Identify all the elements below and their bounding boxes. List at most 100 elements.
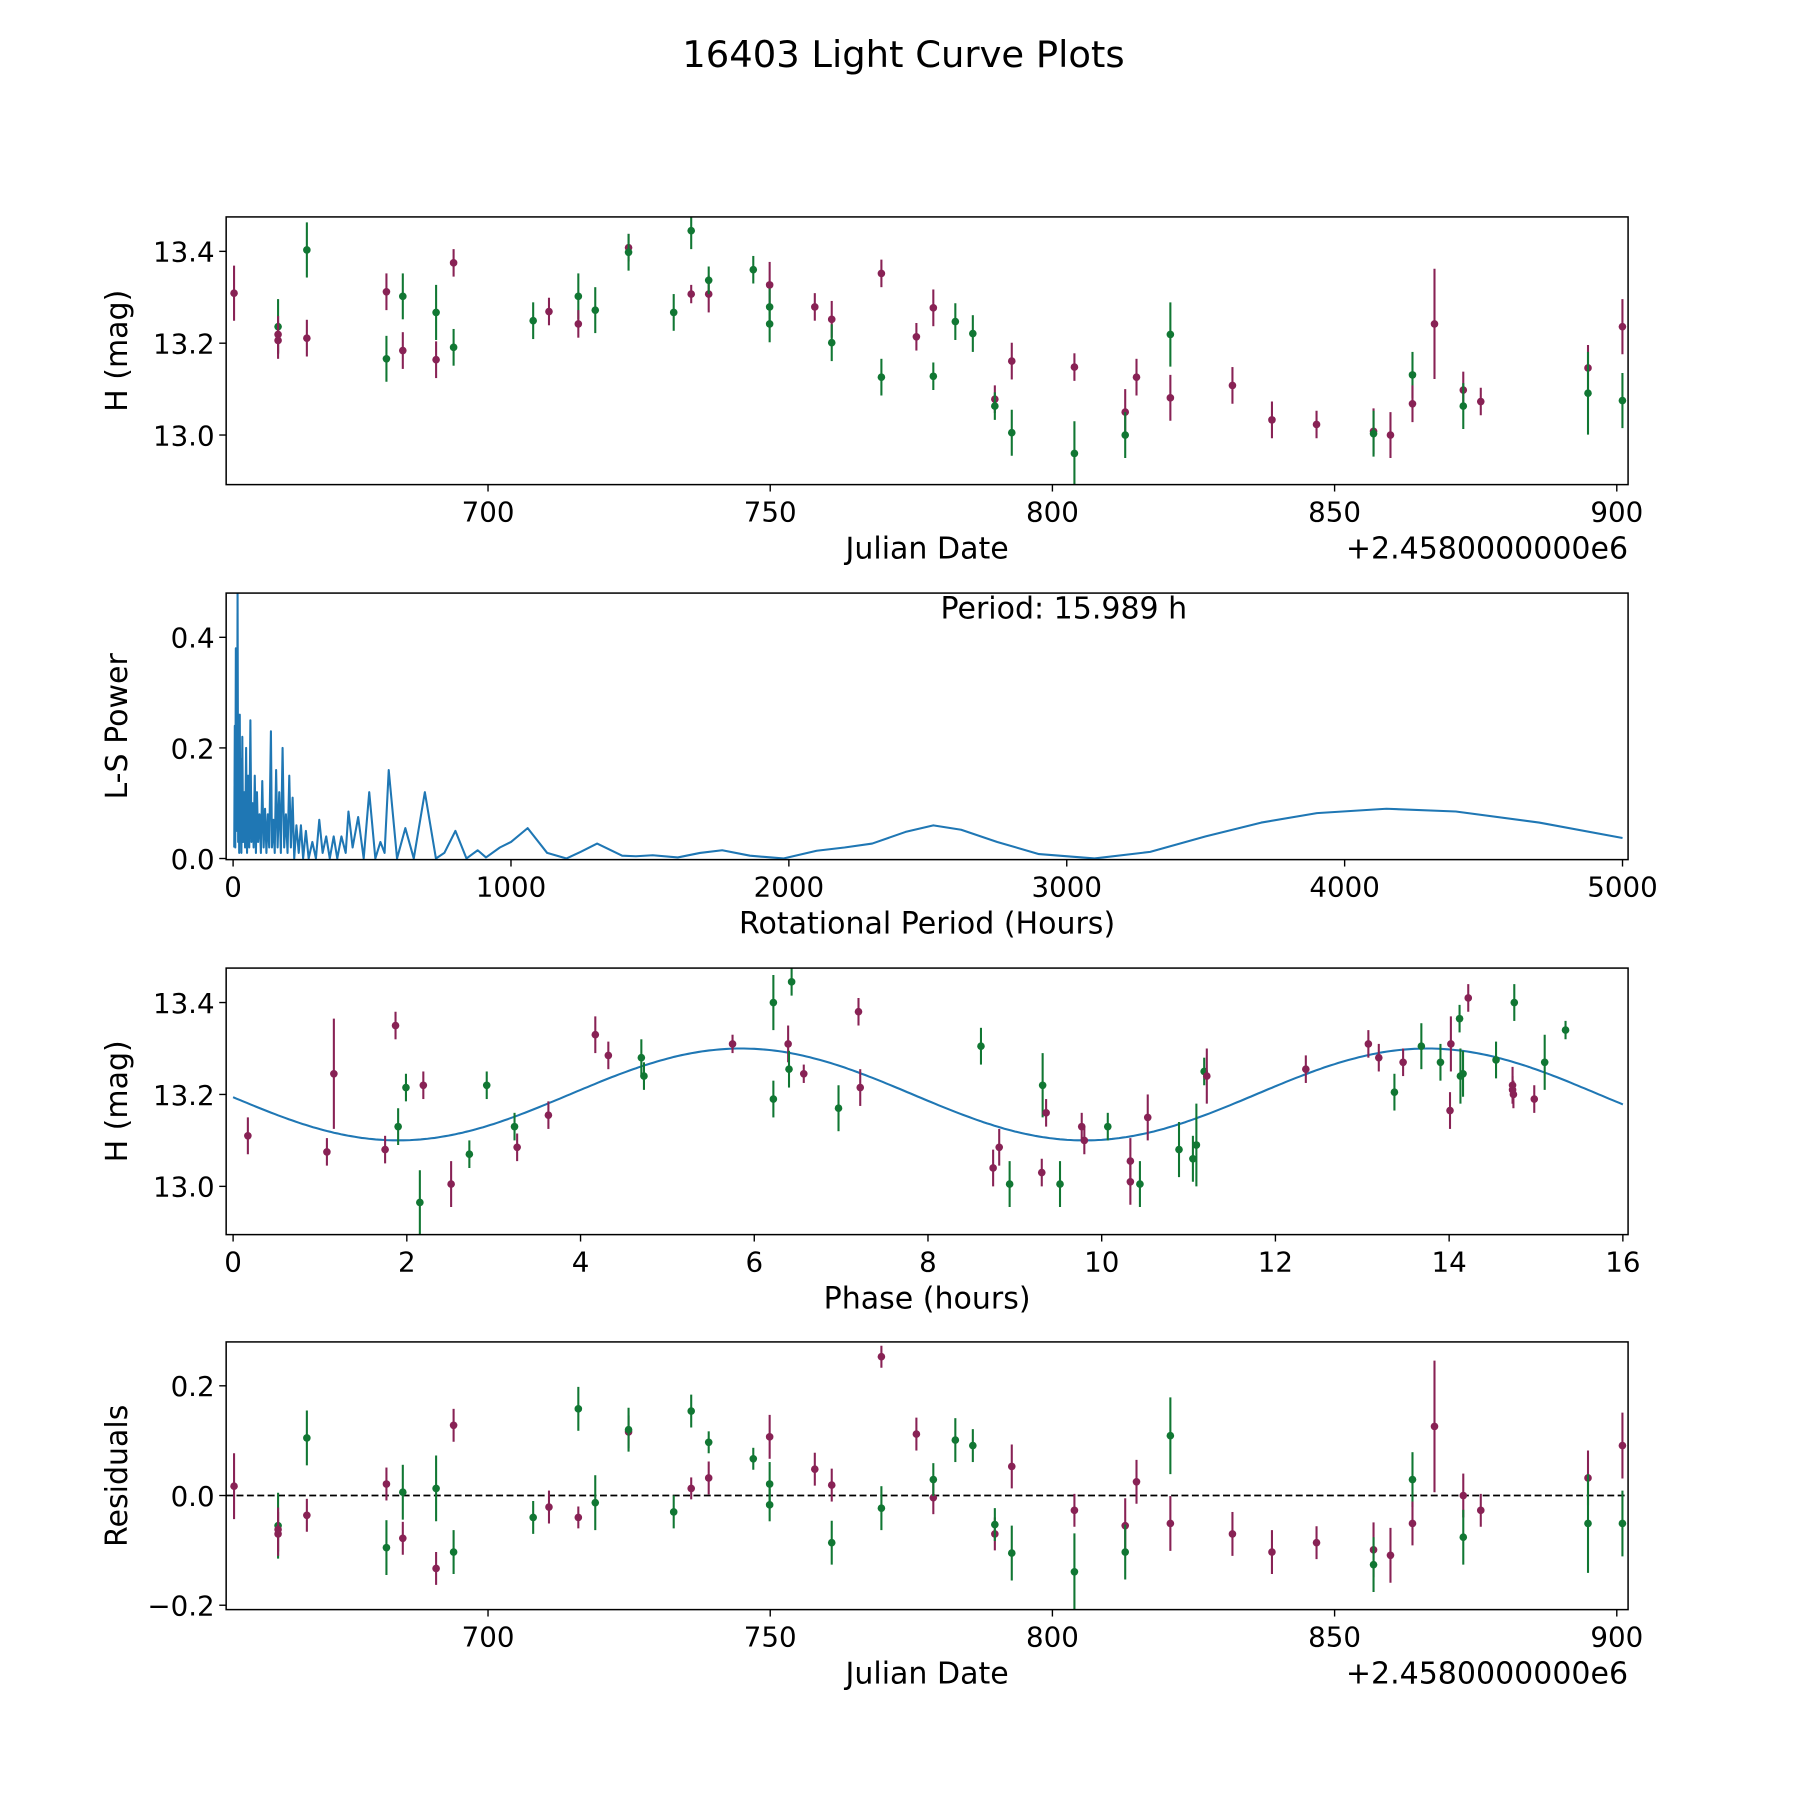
data-point [1312,410,1321,439]
data-point [810,293,819,321]
data-point [1268,401,1276,439]
x-tick-label: 8 [919,1246,937,1279]
data-point [1374,1043,1383,1072]
x-tick-label: 750 [744,496,797,529]
data-point [303,222,311,278]
data-marker [854,1007,863,1016]
data-marker [1268,416,1276,424]
data-marker [687,1484,696,1493]
data-point [447,1161,455,1208]
x-offset-label: +2.4580000000e6 [1346,531,1628,566]
data-point [765,305,774,343]
data-point [1070,1493,1079,1527]
data-point [244,1117,252,1155]
data-marker [704,1474,713,1482]
data-point [574,1506,583,1529]
data-point [1476,1493,1485,1527]
data-marker [1374,1053,1383,1062]
data-marker [765,320,774,328]
data-marker [769,1095,778,1103]
data-marker [1459,1069,1467,1078]
x-tick-label: 850 [1308,496,1361,529]
y-tick-label: 13.0 [153,419,215,452]
data-point [274,322,282,359]
data-marker [1618,1519,1627,1528]
data-point [1166,1397,1175,1475]
data-point [394,1108,402,1146]
data-marker [323,1148,331,1156]
data-point [1618,299,1627,355]
data-point [465,1140,474,1168]
data-point [912,1417,921,1451]
data-marker [1408,1519,1417,1528]
data-marker [1530,1095,1539,1103]
data-point [1530,1085,1539,1113]
data-point [230,1453,238,1520]
data-point [827,1468,836,1502]
data-point [785,1050,793,1088]
axes-frame [225,1341,1629,1611]
data-point [1455,1004,1464,1033]
data-point [449,328,458,366]
data-marker [382,287,391,296]
data-marker [303,1434,311,1442]
data-point [303,1498,311,1532]
data-point [687,1477,696,1500]
data-point [637,1039,646,1077]
period-annotation: Period: 15.989 h [940,591,1187,626]
data-point [669,294,678,331]
data-marker [785,1065,793,1073]
data-marker [765,1433,774,1441]
data-point [1430,1360,1439,1493]
data-point [323,1138,331,1166]
data-marker [1584,1519,1592,1528]
model-fit-curve [232,1047,1624,1142]
y-tick-label: 13.4 [153,236,215,269]
data-point [544,1101,553,1129]
data-marker [1476,1506,1485,1515]
data-marker [827,338,836,347]
data-marker [1268,1548,1276,1556]
data-marker [1070,1506,1079,1515]
data-point [1561,1020,1570,1040]
data-marker [1464,994,1473,1002]
data-point [687,284,696,304]
data-marker [574,1405,583,1413]
data-marker [687,226,696,235]
data-marker [1007,1462,1016,1471]
data-marker [432,355,440,364]
data-marker [1312,1538,1321,1547]
data-point [877,1486,886,1531]
data-marker [1192,1141,1201,1149]
data-marker [1369,1560,1378,1569]
data-marker [432,1564,440,1573]
data-point [969,315,977,352]
x-offset-label: +2.4580000000e6 [1346,1656,1628,1691]
data-marker [1121,1548,1130,1556]
x-tick-label: 2000 [754,871,824,904]
x-tick-label: 800 [1026,496,1079,529]
data-marker [382,354,391,363]
plot-area [226,1345,1629,1610]
data-marker [604,1051,613,1060]
data-marker [230,1482,238,1490]
data-point [1070,1533,1079,1610]
data-point [330,1018,338,1129]
y-tick-label: 13.2 [153,328,215,361]
data-point [687,1394,696,1428]
data-marker [591,306,600,314]
x-tick-label: 0 [224,871,242,904]
data-point [1417,1023,1426,1070]
data-point [1430,268,1439,380]
data-point [1436,1043,1445,1081]
data-point [391,1011,400,1040]
data-marker [687,1407,696,1415]
data-point [591,1475,600,1531]
data-point [1447,1016,1455,1072]
data-point [1386,412,1395,458]
data-point [1070,421,1079,485]
data-marker [1312,420,1321,429]
data-marker [1561,1026,1570,1034]
data-point [912,322,921,351]
data-marker [912,332,921,341]
